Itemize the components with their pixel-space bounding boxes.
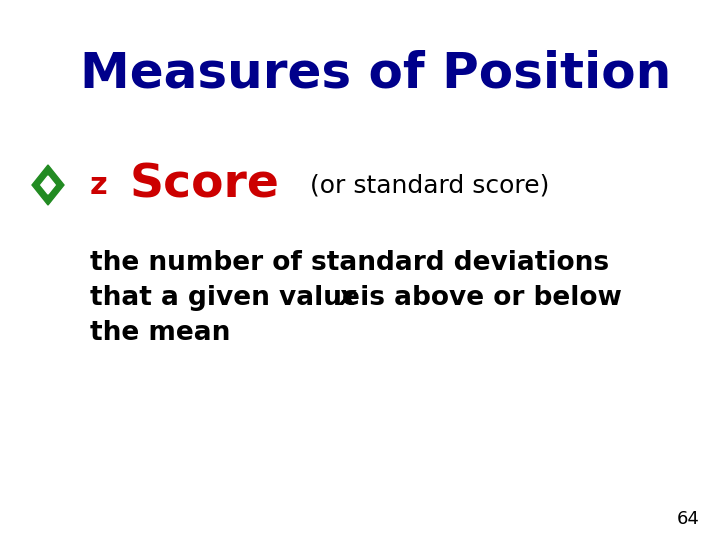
Text: Score: Score [130, 163, 280, 207]
Text: (or standard score): (or standard score) [310, 173, 549, 197]
Text: x: x [338, 285, 355, 311]
Text: the number of standard deviations: the number of standard deviations [90, 250, 609, 276]
Polygon shape [32, 165, 64, 205]
Text: 64: 64 [677, 510, 700, 528]
Text: z: z [90, 171, 108, 199]
Text: that a given value: that a given value [90, 285, 369, 311]
Polygon shape [41, 176, 55, 194]
Text: Measures of Position: Measures of Position [80, 50, 671, 98]
Text: is above or below: is above or below [351, 285, 622, 311]
Text: the mean: the mean [90, 320, 230, 346]
